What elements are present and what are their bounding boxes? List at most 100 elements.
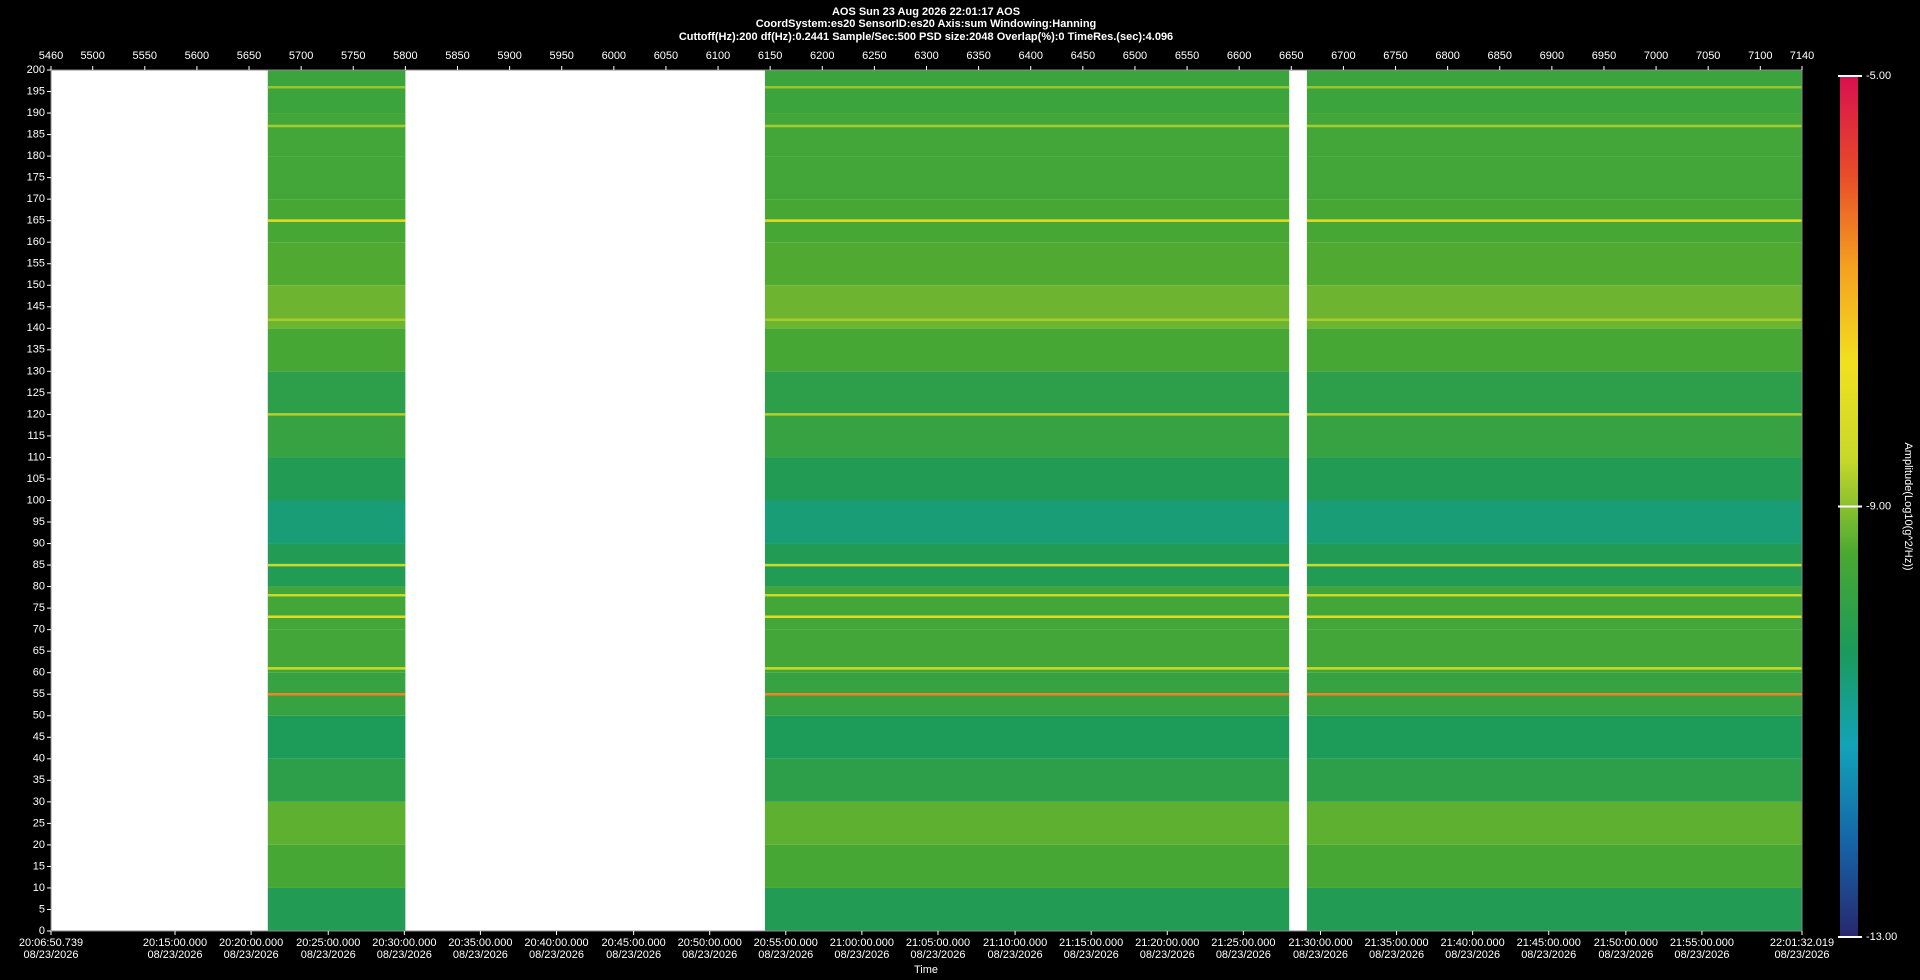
spectrogram-band: [764, 801, 1290, 845]
time-tick-date: 08/23/2026: [1445, 949, 1500, 961]
x-tick-label: 6850: [1488, 50, 1512, 62]
spectrogram-band: [764, 113, 1290, 157]
x-tick-label: 6950: [1592, 50, 1616, 62]
spectrogram-band: [1306, 414, 1802, 458]
spectrogram-band: [267, 586, 406, 630]
y-tick-label: 135: [27, 344, 45, 356]
spectrogram-band: [764, 500, 1290, 544]
y-tick-label: 30: [33, 796, 45, 808]
spectrogram-band: [267, 371, 406, 415]
time-tick-label: 20:40:00.000: [524, 937, 588, 949]
x-tick-label: 6000: [602, 50, 626, 62]
time-tick-date: 08/23/2026: [606, 949, 661, 961]
spectrogram-band: [764, 758, 1290, 802]
x-tick-label: 5900: [497, 50, 521, 62]
y-tick-label: 80: [33, 581, 45, 593]
y-tick-label: 115: [27, 430, 45, 442]
spectrogram-band: [764, 242, 1290, 286]
spectrogram-band: [1306, 285, 1802, 329]
spectrogram-band: [1306, 113, 1802, 157]
colorbar-tick-label: -13.00: [1866, 931, 1897, 943]
time-tick-date: 08/23/2026: [1216, 949, 1271, 961]
time-tick-label: 22:01:32.019: [1770, 937, 1834, 949]
time-tick-label: 21:35:00.000: [1364, 937, 1428, 949]
spectrogram-band: [267, 758, 406, 802]
x-tick-label: 6250: [862, 50, 886, 62]
x-tick-label: 6750: [1383, 50, 1407, 62]
time-tick-date: 08/23/2026: [224, 949, 279, 961]
spectrogram-band: [267, 285, 406, 329]
y-tick-label: 150: [27, 279, 45, 291]
spectrogram-band: [764, 156, 1290, 200]
y-tick-label: 50: [33, 710, 45, 722]
spectrogram-band: [764, 887, 1290, 931]
y-tick-label: 65: [33, 645, 45, 657]
time-tick-label: 20:45:00.000: [602, 937, 666, 949]
x-tick-label: 6400: [1018, 50, 1042, 62]
x-tick-label: 5800: [393, 50, 417, 62]
x-tick-label: 6800: [1435, 50, 1459, 62]
time-tick-date: 08/23/2026: [301, 949, 356, 961]
header-line: Cuttoff(Hz):200 df(Hz):0.2441 Sample/Sec…: [679, 31, 1173, 43]
y-tick-label: 100: [27, 494, 45, 506]
time-tick-label: 21:40:00.000: [1441, 937, 1505, 949]
y-tick-label: 200: [27, 64, 45, 76]
time-tick-date: 08/23/2026: [1774, 949, 1829, 961]
spectrogram-band: [764, 371, 1290, 415]
spectrogram-band: [267, 156, 406, 200]
spectrogram-band: [267, 715, 406, 759]
time-tick-date: 08/23/2026: [529, 949, 584, 961]
y-tick-label: 40: [33, 753, 45, 765]
time-tick-date: 08/23/2026: [1369, 949, 1424, 961]
time-tick-label: 20:50:00.000: [678, 937, 742, 949]
y-tick-label: 60: [33, 667, 45, 679]
spectrogram-band: [267, 887, 406, 931]
spectrogram-band: [267, 629, 406, 673]
x-tick-label: 7100: [1748, 50, 1772, 62]
y-tick-label: 175: [27, 172, 45, 184]
x-tick-label: 6600: [1227, 50, 1251, 62]
y-tick-label: 190: [27, 107, 45, 119]
y-tick-label: 25: [33, 817, 45, 829]
x-tick-label: 5600: [185, 50, 209, 62]
spectrogram-band: [267, 328, 406, 372]
time-tick-label: 20:55:00.000: [754, 937, 818, 949]
spectrogram-band: [764, 414, 1290, 458]
spectrogram-band: [1306, 758, 1802, 802]
x-tick-label: 6500: [1123, 50, 1147, 62]
header-line: CoordSystem:es20 SensorID:es20 Axis:sum …: [756, 18, 1097, 30]
time-tick-date: 08/23/2026: [1064, 949, 1119, 961]
time-tick-label: 21:50:00.000: [1594, 937, 1658, 949]
x-tick-label: 6100: [706, 50, 730, 62]
time-tick-label: 21:30:00.000: [1288, 937, 1352, 949]
spectrogram-band: [1306, 801, 1802, 845]
time-tick-date: 08/23/2026: [758, 949, 813, 961]
time-tick-date: 08/23/2026: [682, 949, 737, 961]
y-tick-label: 165: [27, 215, 45, 227]
spectrogram-band: [1306, 500, 1802, 544]
y-tick-label: 155: [27, 258, 45, 270]
x-tick-label: 6200: [810, 50, 834, 62]
x-tick-label: 6350: [966, 50, 990, 62]
spectrogram-band: [1306, 887, 1802, 931]
x-tick-label: 5550: [133, 50, 157, 62]
x-tick-label: 6050: [654, 50, 678, 62]
spectrogram-band: [1306, 715, 1802, 759]
y-tick-label: 110: [27, 451, 45, 463]
colorbar-tick-label: -9.00: [1866, 500, 1891, 512]
y-tick-label: 170: [27, 193, 45, 205]
x-axis-title: Time: [914, 964, 938, 976]
time-tick-label: 20:15:00.000: [143, 937, 207, 949]
time-tick-date: 08/23/2026: [910, 949, 965, 961]
x-tick-label: 5650: [237, 50, 261, 62]
y-tick-label: 105: [27, 473, 45, 485]
x-tick-label: 5700: [289, 50, 313, 62]
time-tick-label: 21:25:00.000: [1211, 937, 1275, 949]
y-tick-label: 195: [27, 85, 45, 97]
y-tick-label: 180: [27, 150, 45, 162]
spectrogram-band: [764, 629, 1290, 673]
x-tick-label: 5750: [341, 50, 365, 62]
time-tick-label: 21:15:00.000: [1059, 937, 1123, 949]
spectrogram-band: [267, 801, 406, 845]
spectrogram-band: [267, 500, 406, 544]
